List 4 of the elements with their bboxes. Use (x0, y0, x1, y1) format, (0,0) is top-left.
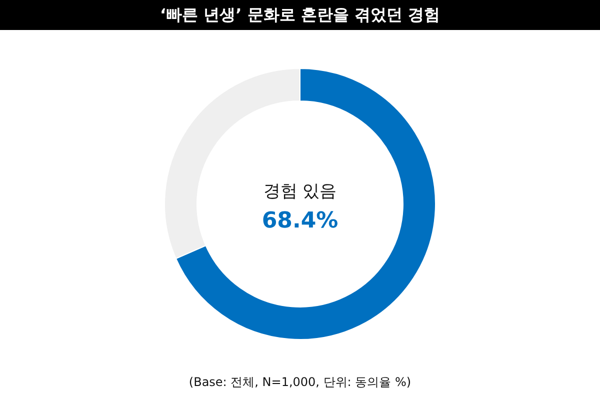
text: (Base: 전체, N=1,000, 단위: 동의율 %) (188, 374, 412, 391)
slice-label: 경험 있음 (263, 181, 337, 202)
data-label: 68.4% (262, 208, 338, 234)
chart-title: ‘빠른 년생’ 문화로 혼란을 겪었던 경험 (0, 0, 600, 30)
